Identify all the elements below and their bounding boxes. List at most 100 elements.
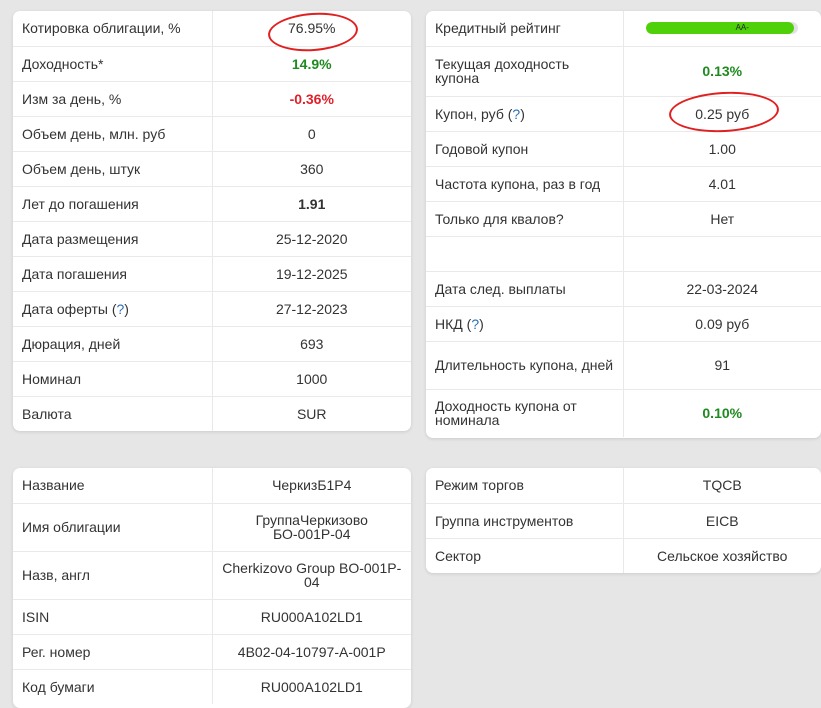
bond-quote-2-value: -0.36% bbox=[212, 81, 411, 117]
coupon-9-label: Доходность купона от номинала bbox=[435, 398, 577, 429]
trading-0-label: Режим торгов bbox=[435, 477, 524, 494]
bond-info-2-value: Cherkizovo Group BO-001P-04 bbox=[212, 551, 411, 600]
bond-info-4-label-cell: Рег. номер bbox=[13, 634, 213, 670]
coupon-0-label: Текущая доходность купона bbox=[435, 56, 570, 86]
coupon-3-value: 4.01 bbox=[623, 166, 821, 202]
bond-quote-6-row: Дата размещения 25-12-2020 bbox=[13, 221, 411, 257]
coupon-9-label-cell: Доходность купона от номинала bbox=[426, 389, 624, 437]
credit-rating-value: AA- bbox=[735, 23, 749, 33]
bond-quote-5-row: Лет до погашения 1.91 bbox=[13, 186, 411, 222]
bond-quote-7-row: Дата погашения 19-12-2025 bbox=[13, 256, 411, 292]
bond-quote-3-label-cell: Объем день, млн. руб bbox=[13, 116, 213, 152]
coupon-6-value: 22-03-2024 bbox=[623, 271, 821, 307]
bond-quote-6-label-cell: Дата размещения bbox=[13, 221, 213, 257]
bond-quote-8-value: 27-12-2023 bbox=[212, 291, 411, 327]
coupon-3-label: Частота купона, раз в год bbox=[435, 175, 601, 192]
bond-info-1-value: ГруппаЧеркизово БО-001Р-04 bbox=[212, 503, 411, 552]
bond-quote-7-label-cell: Дата погашения bbox=[13, 256, 213, 292]
rating-label: Кредитный рейтинг bbox=[426, 11, 624, 47]
credit-rating-fill bbox=[646, 22, 794, 35]
coupon-7-label-cell: НКД (?) bbox=[426, 306, 624, 342]
bond-info-5-value: RU000A102LD1 bbox=[260, 678, 363, 695]
coupon-card: Кредитный рейтинг AA- Текущая доходность… bbox=[426, 11, 821, 438]
bond-info-2-label-cell: Назв, англ bbox=[13, 551, 213, 600]
coupon-7-label: НКД bbox=[435, 315, 463, 332]
rating-cell: AA- bbox=[623, 11, 821, 47]
bond-info-0-row: Название ЧеркизБ1Р4 bbox=[13, 468, 411, 504]
bond-quote-5-label: Лет до погашения bbox=[22, 195, 139, 212]
coupon-4-label: Только для квалов? bbox=[435, 210, 564, 227]
bond-info-4-row: Рег. номер 4B02-04-10797-A-001P bbox=[13, 634, 411, 670]
bond-quote-2-label-cell: Изм за день, % bbox=[13, 81, 213, 117]
bond-info-3-label: ISIN bbox=[22, 608, 50, 625]
coupon-2-value: 1.00 bbox=[623, 131, 821, 167]
coupon-3-label-cell: Частота купона, раз в год bbox=[426, 166, 624, 202]
coupon-6-label-cell: Дата след. выплаты bbox=[426, 271, 624, 307]
bond-info-5-label-cell: Код бумаги bbox=[13, 669, 213, 704]
coupon-9-value: 0.10% bbox=[702, 405, 743, 422]
bond-info-3-label-cell: ISIN bbox=[13, 599, 213, 635]
help-link[interactable]: ? bbox=[471, 315, 480, 332]
bond-quote-11-label-cell: Валюта bbox=[13, 396, 213, 431]
help-link[interactable]: ? bbox=[512, 105, 521, 122]
trading-2-value: Сельское хозяйство bbox=[657, 547, 788, 564]
bond-quote-9-row: Дюрация, дней 693 bbox=[13, 326, 411, 362]
trading-1-row: Группа инструментов EICB bbox=[426, 503, 821, 539]
bond-info-0-label: Название bbox=[22, 477, 85, 494]
coupon-8-label: Длительность купона, дней bbox=[435, 357, 614, 373]
bond-info-0-value: ЧеркизБ1Р4 bbox=[212, 468, 411, 504]
coupon-1-row: Купон, руб (?) 0.25 руб bbox=[426, 96, 821, 132]
bond-quote-11-value: SUR bbox=[296, 405, 327, 422]
coupon-7-value: 0.09 руб bbox=[623, 306, 821, 342]
bond-info-4-value: 4B02-04-10797-A-001P bbox=[212, 634, 411, 670]
trading-2-row: Сектор Сельское хозяйство bbox=[426, 538, 821, 573]
trading-table: Режим торгов TQCB Группа инструментов EICB С… bbox=[426, 468, 821, 573]
rating-row: Кредитный рейтинг AA- bbox=[426, 11, 821, 47]
bond-info-5-row: Код бумаги RU000A102LD1 bbox=[13, 669, 411, 704]
bond-info-3-value: RU000A102LD1 bbox=[212, 599, 411, 635]
bond-quote-card: Котировка облигации, % 76.95% Доходность* 1… bbox=[13, 11, 411, 431]
bond-quote-8-label-cell: Дата оферты (?) bbox=[13, 291, 213, 327]
coupon-1-value: 0.25 руб bbox=[623, 96, 821, 132]
bond-quote-11-row: Валюта SUR bbox=[13, 396, 411, 431]
bond-quote-6-label: Дата размещения bbox=[22, 230, 139, 247]
bond-quote-7-label: Дата погашения bbox=[22, 265, 127, 282]
coupon-6-label: Дата след. выплаты bbox=[435, 280, 566, 297]
coupon-9-row: Доходность купона от номинала 0.10% bbox=[426, 389, 821, 437]
bond-quote-1-row: Доходность* 14.9% bbox=[13, 46, 411, 82]
coupon-2-row: Годовой купон 1.00 bbox=[426, 131, 821, 167]
bond-info-5-label: Код бумаги bbox=[22, 678, 95, 695]
bond-quote-0-value: 76.95% bbox=[212, 11, 411, 47]
bond-quote-9-label: Дюрация, дней bbox=[22, 335, 121, 352]
bond-quote-4-label: Объем день, штук bbox=[22, 160, 141, 177]
help-link[interactable]: ? bbox=[116, 300, 125, 317]
bond-quote-10-label: Номинал bbox=[22, 370, 82, 387]
trading-0-row: Режим торгов TQCB bbox=[426, 468, 821, 504]
bond-quote-9-label-cell: Дюрация, дней bbox=[13, 326, 213, 362]
bond-info-1-label: Имя облигации bbox=[22, 519, 121, 535]
bond-info-table: Название ЧеркизБ1Р4 Имя облигации ГруппаЧер… bbox=[13, 468, 411, 704]
credit-rating-bar: AA- bbox=[646, 22, 799, 35]
trading-0-value: TQCB bbox=[623, 468, 821, 504]
bond-info-card: Название ЧеркизБ1Р4 Имя облигации ГруппаЧер… bbox=[13, 468, 411, 708]
bond-quote-1-label: Доходность* bbox=[22, 55, 104, 72]
bond-quote-table: Котировка облигации, % 76.95% Доходность* 1… bbox=[13, 11, 411, 431]
coupon-3-row: Частота купона, раз в год 4.01 bbox=[426, 166, 821, 202]
trading-card: Режим торгов TQCB Группа инструментов EICB С… bbox=[426, 468, 821, 573]
bond-quote-8-row: Дата оферты (?) 27-12-2023 bbox=[13, 291, 411, 327]
bond-quote-3-label: Объем день, млн. руб bbox=[22, 125, 166, 142]
bond-quote-0-label-cell: Котировка облигации, % bbox=[13, 11, 213, 47]
coupon-8-label-cell: Длительность купона, дней bbox=[426, 341, 624, 390]
trading-0-label-cell: Режим торгов bbox=[426, 468, 624, 504]
bond-quote-4-label-cell: Объем день, штук bbox=[13, 151, 213, 187]
bond-quote-2-row: Изм за день, % -0.36% bbox=[13, 81, 411, 117]
bond-quote-8-label: Дата оферты bbox=[22, 300, 108, 317]
coupon-5-value bbox=[623, 236, 821, 272]
trading-2-label: Сектор bbox=[435, 547, 482, 564]
coupon-0-row: Текущая доходность купона 0.13% bbox=[426, 46, 821, 97]
bond-quote-0-row: Котировка облигации, % 76.95% bbox=[13, 11, 411, 47]
bond-quote-1-value: 14.9% bbox=[212, 46, 411, 82]
bond-quote-3-row: Объем день, млн. руб 0 bbox=[13, 116, 411, 152]
coupon-0-value: 0.13% bbox=[623, 46, 821, 97]
coupon-8-row: Длительность купона, дней 91 bbox=[426, 341, 821, 390]
